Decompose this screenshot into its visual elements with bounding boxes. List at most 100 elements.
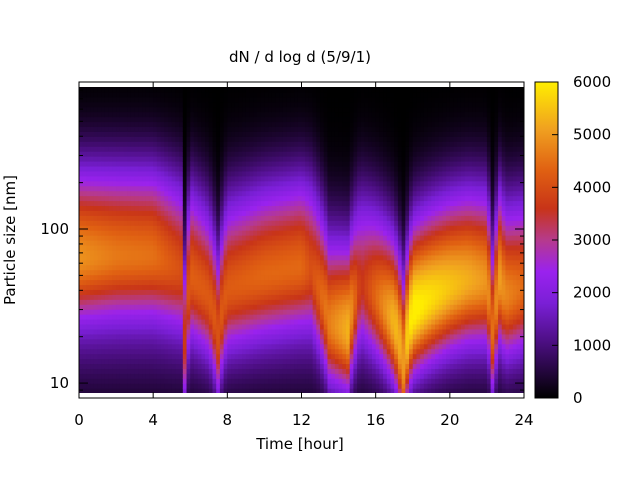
heatmap-cell	[290, 314, 295, 320]
heatmap-cell	[138, 87, 143, 88]
heatmap-cell	[164, 215, 169, 221]
heatmap-cell	[268, 353, 273, 360]
heatmap-cell	[249, 319, 254, 325]
heatmap-cell	[353, 111, 358, 118]
heatmap-cell	[257, 190, 262, 197]
heatmap-cell	[186, 274, 191, 281]
heatmap-cell	[349, 279, 355, 286]
heatmap-cell	[212, 383, 217, 389]
heatmap-cell	[212, 141, 217, 147]
heatmap-cell	[79, 195, 84, 202]
heatmap-cell	[164, 235, 169, 241]
heatmap-cell	[282, 323, 288, 330]
heatmap-cell	[320, 240, 325, 246]
heatmap-cell	[208, 328, 214, 335]
heatmap-cell	[334, 96, 340, 103]
heatmap-cell	[338, 136, 343, 142]
heatmap-cell	[168, 338, 173, 345]
heatmap-cell	[193, 200, 199, 207]
heatmap-cell	[305, 131, 310, 137]
heatmap-cell	[271, 378, 277, 384]
heatmap-cell	[79, 215, 84, 221]
heatmap-cell	[86, 235, 91, 241]
heatmap-cell	[305, 111, 310, 118]
heatmap-cell	[245, 200, 251, 207]
heatmap-cell	[342, 165, 347, 172]
heatmap-cell	[119, 220, 125, 226]
heatmap-cell	[320, 338, 325, 345]
heatmap-cell	[82, 87, 88, 93]
heatmap-cell	[142, 353, 147, 360]
heatmap-cell	[234, 235, 240, 241]
heatmap-cell	[227, 368, 232, 374]
heatmap-cell	[90, 91, 95, 98]
heatmap-cell	[357, 269, 362, 276]
heatmap-cell	[145, 348, 151, 355]
heatmap-cell	[253, 333, 258, 340]
heatmap-cell	[360, 343, 366, 350]
heatmap-cell	[364, 91, 369, 98]
heatmap-cell	[208, 319, 214, 325]
heatmap-cell	[231, 165, 236, 172]
heatmap-cell	[316, 165, 321, 172]
heatmap-cell	[353, 264, 358, 271]
heatmap-cell	[342, 230, 347, 236]
heatmap-cell	[212, 333, 217, 340]
heatmap-cell	[249, 106, 254, 113]
heatmap-cell	[264, 358, 269, 365]
heatmap-cell	[305, 141, 310, 147]
heatmap-cell	[305, 161, 310, 167]
heatmap-cell	[138, 141, 143, 147]
heatmap-cell	[227, 96, 232, 103]
heatmap-cell	[264, 136, 269, 142]
heatmap-cell	[197, 304, 202, 310]
heatmap-cell	[168, 388, 173, 393]
heatmap-cell	[134, 126, 139, 132]
heatmap-cell	[268, 215, 273, 221]
heatmap-cell	[216, 180, 221, 187]
heatmap-cell	[171, 373, 177, 379]
heatmap-cell	[190, 294, 195, 300]
heatmap-cell	[312, 101, 317, 108]
heatmap-cell	[349, 269, 355, 276]
heatmap-cell	[123, 254, 128, 261]
heatmap-cell	[156, 141, 162, 147]
heatmap-cell	[316, 240, 321, 246]
heatmap-cell	[275, 244, 280, 251]
heatmap-cell	[342, 264, 347, 271]
heatmap-cell	[108, 244, 113, 251]
heatmap-cell	[138, 200, 143, 207]
heatmap-cell	[286, 353, 291, 360]
heatmap-cell	[186, 338, 191, 345]
heatmap-cell	[101, 230, 106, 236]
heatmap-cell	[97, 136, 102, 142]
heatmap-cell	[275, 240, 280, 246]
heatmap-cell	[282, 165, 288, 172]
heatmap-cell	[79, 116, 84, 123]
heatmap-cell	[160, 96, 165, 103]
heatmap-cell	[264, 343, 269, 350]
heatmap-cell	[331, 319, 336, 325]
heatmap-cell	[282, 368, 288, 374]
heatmap-cell	[268, 91, 273, 98]
heatmap-cell	[179, 348, 184, 355]
heatmap-cell	[316, 284, 321, 290]
heatmap-cell	[308, 353, 314, 360]
heatmap-cell	[112, 116, 117, 123]
heatmap-cell	[127, 269, 132, 276]
heatmap-cell	[193, 299, 199, 305]
heatmap-cell	[182, 230, 188, 236]
heatmap-cell	[338, 96, 343, 103]
heatmap-cell	[301, 328, 306, 335]
heatmap-cell	[104, 358, 110, 365]
heatmap-cell	[357, 368, 362, 374]
heatmap-cell	[138, 165, 143, 172]
heatmap-cell	[275, 309, 280, 315]
heatmap-cell	[286, 269, 291, 276]
heatmap-cell	[119, 230, 125, 236]
heatmap-cell	[282, 161, 288, 167]
heatmap-cell	[179, 289, 184, 295]
heatmap-cell	[212, 225, 217, 231]
heatmap-cell	[312, 314, 317, 320]
heatmap-cell	[316, 111, 321, 118]
